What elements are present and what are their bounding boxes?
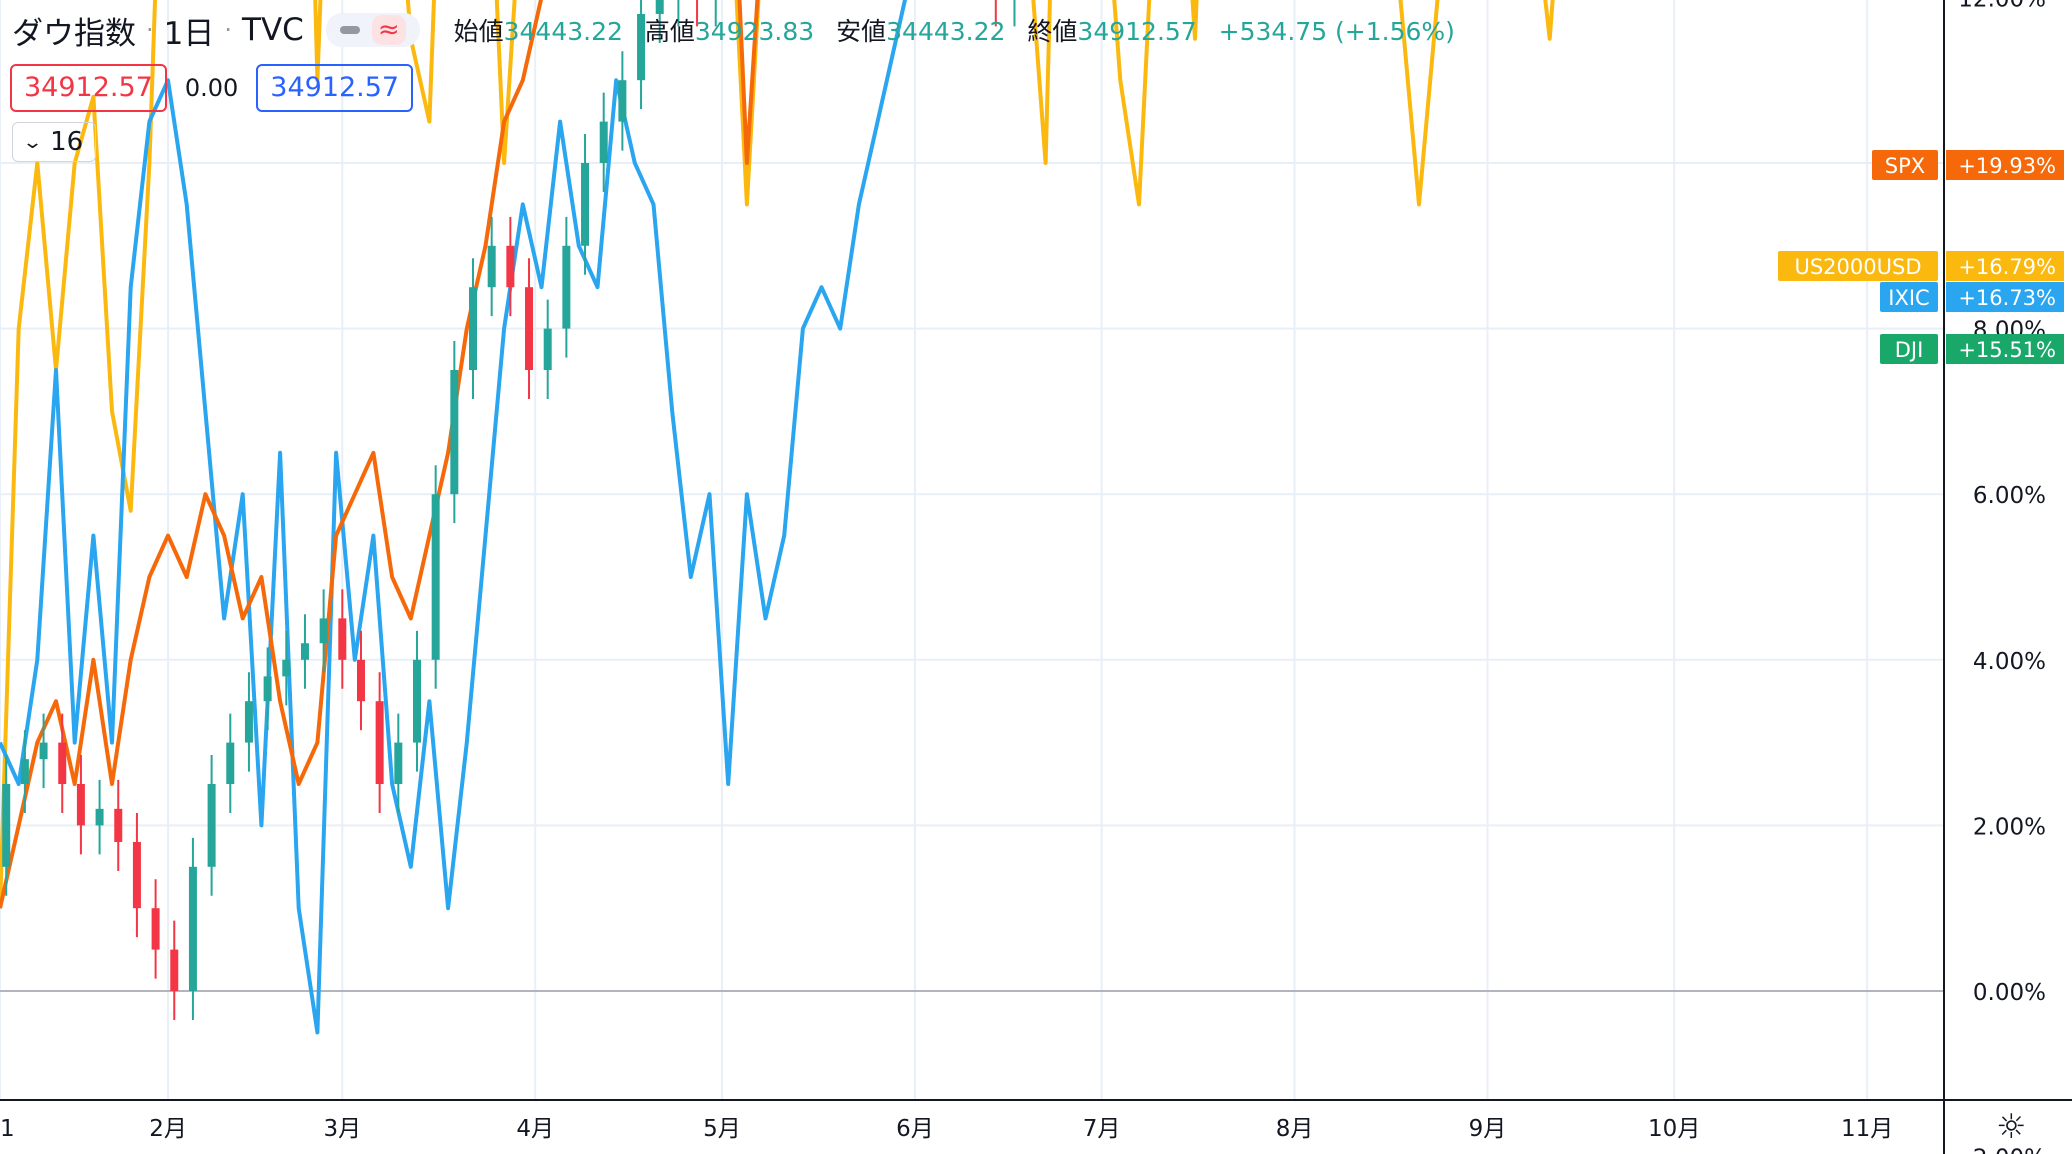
low-value: 34443.22 xyxy=(886,17,1006,46)
y-tick-label: 4.00% xyxy=(1973,649,2046,675)
candle-body xyxy=(39,742,48,760)
x-tick-label: 2月 xyxy=(149,1116,187,1142)
buy-price-button[interactable]: 34912.57 xyxy=(256,64,414,112)
x-tick-label: 9月 xyxy=(1469,1116,1507,1142)
spread-value: 0.00 xyxy=(184,74,239,102)
series-line-spx xyxy=(0,0,760,909)
candle-body xyxy=(151,908,160,950)
change-value: +534.75 (+1.56%) xyxy=(1218,17,1455,46)
approx-icon: ≈ xyxy=(371,15,406,45)
series-value-text: +19.93% xyxy=(1958,154,2056,178)
candle-body xyxy=(300,643,309,660)
separator: · xyxy=(224,16,233,44)
exchange-label: TVC xyxy=(242,12,304,48)
candle-body xyxy=(76,784,85,826)
interval-label[interactable]: 1日 xyxy=(163,15,215,52)
candle-body xyxy=(2,784,11,867)
sun-settings-icon[interactable]: ☼ xyxy=(1996,1107,2027,1147)
series-name-tag xyxy=(1778,251,1938,281)
series-value-text: +16.73% xyxy=(1958,286,2056,310)
candle-body xyxy=(282,659,291,677)
compare-toggle[interactable]: ≈ xyxy=(325,13,420,47)
y-tick-label: 12.00% xyxy=(1958,0,2046,12)
candle-body xyxy=(263,676,272,702)
series-name-tag xyxy=(1872,150,1938,180)
candle-body xyxy=(95,808,104,826)
series-name-text: DJI xyxy=(1895,338,1924,362)
candle-body xyxy=(618,80,627,122)
x-tick-label: 6月 xyxy=(896,1116,934,1142)
high-label: 高値 xyxy=(644,17,695,46)
candle-body xyxy=(543,328,552,370)
candle-body xyxy=(431,494,440,660)
x-tick-label: 5月 xyxy=(703,1116,741,1142)
y-tick-label: 2.00% xyxy=(1973,814,2046,840)
chart-header: ダウ指数 · 1日 · TVC ≈ 始値34443.22 高値34923.83 … xyxy=(12,8,1455,52)
symbol-name[interactable]: ダウ指数 xyxy=(12,15,136,52)
candle-body xyxy=(244,701,253,743)
candle-body xyxy=(114,808,123,842)
series-value-text: +15.51% xyxy=(1958,338,2056,362)
open-label: 始値 xyxy=(453,17,504,46)
low-label: 安値 xyxy=(836,17,887,46)
candle-body xyxy=(188,866,197,991)
candle-body xyxy=(599,121,608,163)
series-value-tag xyxy=(1946,334,2064,364)
price-row: 34912.57 0.00 34912.57 xyxy=(10,64,414,112)
separator: · xyxy=(146,16,154,44)
sell-price-button[interactable]: 34912.57 xyxy=(10,64,167,112)
series-name-text: IXIC xyxy=(1888,286,1929,310)
high-value: 34923.83 xyxy=(694,17,815,46)
candle-body xyxy=(132,841,141,909)
candle-body xyxy=(450,370,459,495)
series-value-tag xyxy=(1946,251,2064,281)
candle-body xyxy=(20,759,29,784)
candle-body xyxy=(338,618,347,660)
candle-body xyxy=(412,659,421,743)
y-tick-label: 0.00% xyxy=(1973,980,2046,1006)
candle-body xyxy=(506,245,515,288)
candle-body xyxy=(562,245,571,329)
series-value-tag xyxy=(1946,150,2064,180)
x-tick-label: 10月 xyxy=(1648,1116,1700,1142)
series-name-tag xyxy=(1880,282,1938,312)
ohlc-values: 始値34443.22 高値34923.83 安値34443.22 終値34912… xyxy=(454,12,1455,48)
candle-body xyxy=(581,163,590,246)
candle-body xyxy=(170,949,179,991)
x-tick-label: 8月 xyxy=(1276,1116,1314,1142)
x-tick-label: 7月 xyxy=(1083,1116,1121,1142)
indicators-toggle[interactable]: ⌄ 16 xyxy=(12,122,97,162)
y-tick-label: −2.00% xyxy=(1954,1146,2046,1154)
candle-body xyxy=(487,245,496,288)
candle-body xyxy=(469,287,478,370)
x-tick-label: 3月 xyxy=(323,1116,361,1142)
minus-icon xyxy=(339,26,360,34)
close-label: 終値 xyxy=(1027,17,1078,46)
candle-body xyxy=(58,742,67,784)
x-tick-label: 4月 xyxy=(516,1116,554,1142)
candle-body xyxy=(319,618,328,644)
chevron-down-icon: ⌄ xyxy=(21,131,44,153)
candle-body xyxy=(356,659,365,702)
close-value: 34912.57 xyxy=(1077,17,1197,46)
series-value-tag xyxy=(1946,282,2064,312)
x-tick-label: 11月 xyxy=(1841,1116,1893,1142)
candle-body xyxy=(226,742,235,784)
series-name-text: US2000USD xyxy=(1794,255,1921,279)
candle-body xyxy=(525,287,534,370)
candle-body xyxy=(207,784,216,867)
series-line-ixic xyxy=(0,0,908,1035)
indicators-count: 16 xyxy=(50,127,84,157)
candle-body xyxy=(394,742,403,784)
candle-body xyxy=(655,0,664,14)
y-tick-label: 6.00% xyxy=(1973,483,2046,509)
candle-body xyxy=(375,701,384,784)
series-name-tag xyxy=(1880,334,1938,364)
x-tick-label: 21 xyxy=(0,1116,15,1142)
series-name-text: SPX xyxy=(1885,154,1925,178)
open-value: 34443.22 xyxy=(503,17,623,46)
series-value-text: +16.79% xyxy=(1958,255,2056,279)
candle-body xyxy=(637,13,646,81)
